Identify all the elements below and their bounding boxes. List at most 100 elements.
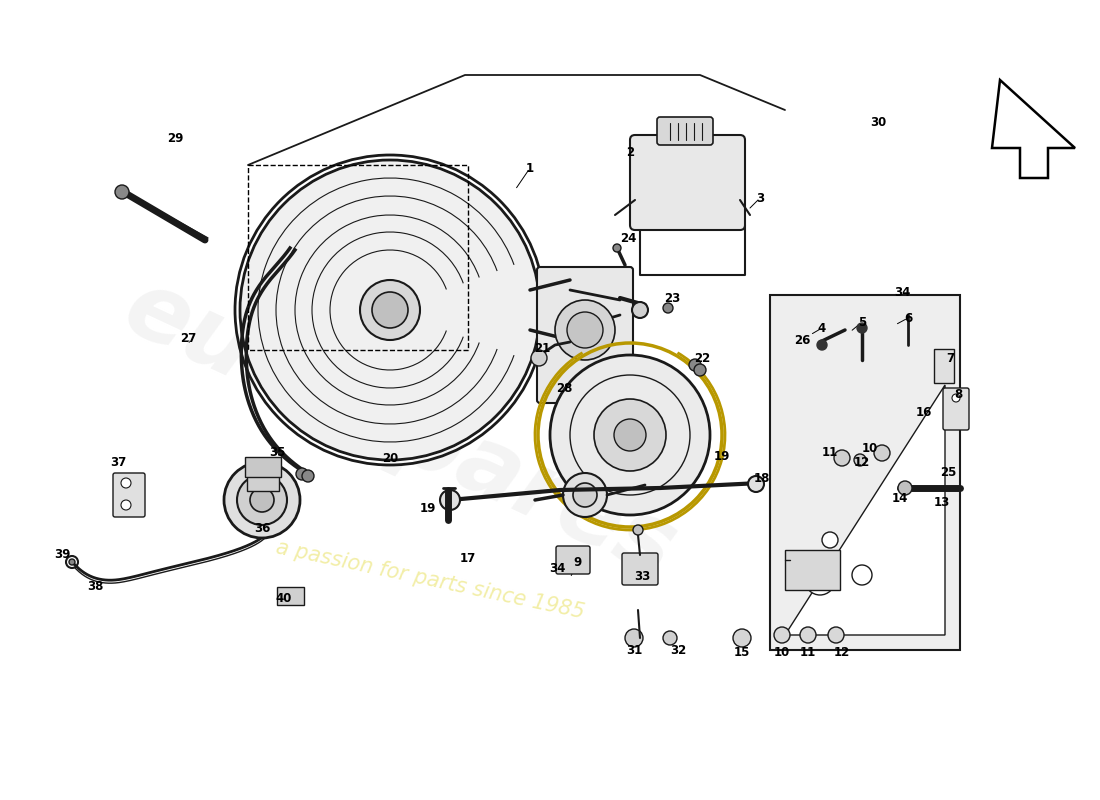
Circle shape bbox=[733, 629, 751, 647]
Circle shape bbox=[614, 419, 646, 451]
Text: 12: 12 bbox=[834, 646, 850, 658]
Text: 40: 40 bbox=[276, 591, 293, 605]
Text: 25: 25 bbox=[939, 466, 956, 478]
Circle shape bbox=[372, 292, 408, 328]
Circle shape bbox=[828, 627, 844, 643]
Text: 35: 35 bbox=[268, 446, 285, 458]
Circle shape bbox=[531, 350, 547, 366]
Circle shape bbox=[800, 627, 816, 643]
Text: 28: 28 bbox=[556, 382, 572, 394]
Circle shape bbox=[440, 490, 460, 510]
Circle shape bbox=[556, 300, 615, 360]
Text: 38: 38 bbox=[87, 579, 103, 593]
Circle shape bbox=[69, 559, 75, 565]
Text: 31: 31 bbox=[626, 643, 642, 657]
Circle shape bbox=[121, 478, 131, 488]
Text: 19: 19 bbox=[714, 450, 730, 462]
Text: 32: 32 bbox=[670, 643, 686, 657]
Text: 29: 29 bbox=[167, 131, 184, 145]
Circle shape bbox=[854, 454, 866, 466]
FancyBboxPatch shape bbox=[277, 587, 304, 605]
Text: 10: 10 bbox=[774, 646, 790, 658]
Circle shape bbox=[250, 488, 274, 512]
Circle shape bbox=[613, 244, 621, 252]
Text: eurospares: eurospares bbox=[110, 262, 690, 598]
FancyBboxPatch shape bbox=[785, 550, 840, 590]
Circle shape bbox=[594, 399, 666, 471]
Circle shape bbox=[236, 475, 287, 525]
Circle shape bbox=[805, 565, 835, 595]
Circle shape bbox=[116, 185, 129, 199]
Text: 11: 11 bbox=[800, 646, 816, 658]
Text: 12: 12 bbox=[854, 455, 870, 469]
Text: 5: 5 bbox=[858, 315, 866, 329]
Text: 39: 39 bbox=[54, 547, 70, 561]
Circle shape bbox=[822, 532, 838, 548]
Text: 3: 3 bbox=[756, 191, 764, 205]
Text: 34: 34 bbox=[894, 286, 910, 298]
Text: 30: 30 bbox=[870, 115, 887, 129]
Polygon shape bbox=[992, 80, 1075, 178]
Circle shape bbox=[689, 359, 701, 371]
FancyBboxPatch shape bbox=[943, 388, 969, 430]
Text: 13: 13 bbox=[934, 495, 950, 509]
Text: 23: 23 bbox=[664, 291, 680, 305]
FancyBboxPatch shape bbox=[245, 457, 280, 477]
Text: 22: 22 bbox=[694, 351, 711, 365]
Text: 9: 9 bbox=[574, 555, 582, 569]
Text: 34: 34 bbox=[549, 562, 565, 574]
Text: 24: 24 bbox=[619, 231, 636, 245]
Circle shape bbox=[573, 483, 597, 507]
Circle shape bbox=[952, 394, 960, 402]
Text: 10: 10 bbox=[862, 442, 878, 454]
Circle shape bbox=[663, 631, 676, 645]
FancyBboxPatch shape bbox=[621, 553, 658, 585]
Text: 36: 36 bbox=[254, 522, 271, 534]
FancyBboxPatch shape bbox=[934, 349, 954, 383]
Text: 16: 16 bbox=[916, 406, 932, 418]
Circle shape bbox=[632, 525, 644, 535]
Text: 4: 4 bbox=[818, 322, 826, 334]
Text: 14: 14 bbox=[892, 491, 909, 505]
Text: 1: 1 bbox=[526, 162, 535, 174]
FancyBboxPatch shape bbox=[113, 473, 145, 517]
Polygon shape bbox=[785, 385, 945, 635]
Circle shape bbox=[296, 468, 308, 480]
Circle shape bbox=[360, 280, 420, 340]
Text: 7: 7 bbox=[946, 351, 954, 365]
Text: 20: 20 bbox=[382, 451, 398, 465]
Circle shape bbox=[857, 323, 867, 333]
FancyBboxPatch shape bbox=[770, 295, 960, 650]
Circle shape bbox=[625, 629, 644, 647]
Circle shape bbox=[224, 462, 300, 538]
Circle shape bbox=[121, 500, 131, 510]
FancyBboxPatch shape bbox=[630, 135, 745, 230]
Text: 15: 15 bbox=[734, 646, 750, 658]
Text: 2: 2 bbox=[626, 146, 634, 158]
Circle shape bbox=[632, 302, 648, 318]
Circle shape bbox=[852, 565, 872, 585]
Text: 19: 19 bbox=[420, 502, 437, 514]
Text: 21: 21 bbox=[534, 342, 550, 354]
FancyBboxPatch shape bbox=[657, 117, 713, 145]
Text: 26: 26 bbox=[794, 334, 811, 346]
Circle shape bbox=[240, 160, 540, 460]
Text: 8: 8 bbox=[954, 387, 962, 401]
Circle shape bbox=[748, 476, 764, 492]
Circle shape bbox=[550, 355, 710, 515]
Text: 17: 17 bbox=[460, 551, 476, 565]
Text: 11: 11 bbox=[822, 446, 838, 458]
Text: 37: 37 bbox=[110, 455, 126, 469]
Circle shape bbox=[774, 627, 790, 643]
Circle shape bbox=[663, 303, 673, 313]
Text: 18: 18 bbox=[754, 471, 770, 485]
Circle shape bbox=[834, 450, 850, 466]
Text: 33: 33 bbox=[634, 570, 650, 582]
FancyBboxPatch shape bbox=[556, 546, 590, 574]
Text: 6: 6 bbox=[904, 311, 912, 325]
FancyBboxPatch shape bbox=[537, 267, 632, 403]
Circle shape bbox=[874, 445, 890, 461]
Circle shape bbox=[302, 470, 313, 482]
Text: a passion for parts since 1985: a passion for parts since 1985 bbox=[274, 538, 586, 622]
Circle shape bbox=[566, 312, 603, 348]
